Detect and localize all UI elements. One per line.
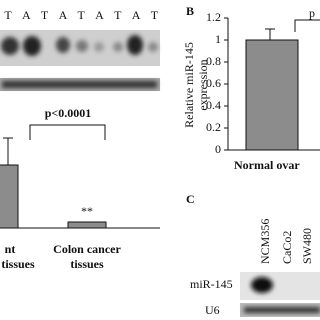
x-tick-label: Normal ovar — [234, 158, 300, 172]
lane-label: NCM356 — [258, 219, 272, 264]
category: tissues — [1, 257, 35, 271]
row-label: miR-145 — [190, 277, 233, 291]
y-tick-label: 1 — [215, 32, 221, 46]
y-label: Relative miR-145 expression — [182, 42, 210, 128]
panel-label: B — [186, 4, 194, 18]
category: nt — [5, 242, 16, 256]
y-tick-label: 0 — [215, 142, 221, 156]
lane-label: SW480 — [300, 228, 314, 264]
annotation: p — [309, 6, 315, 20]
significance: ** — [81, 204, 93, 218]
category: Colon cancer — [53, 242, 121, 256]
lane-letter: T — [4, 8, 12, 22]
row-label: U6 — [205, 303, 220, 317]
bar — [245, 39, 299, 151]
lane-letter: A — [132, 8, 141, 22]
lane-label: CaCo2 — [280, 231, 294, 264]
panel-label: C — [186, 192, 195, 206]
u6-bands — [244, 307, 320, 313]
lane-letter: T — [41, 8, 49, 22]
lane-letter: T — [78, 8, 86, 22]
bracket — [29, 124, 106, 140]
y-tick-label: 0.2 — [206, 120, 221, 134]
lane-letter: T — [114, 8, 122, 22]
lane-letter: A — [22, 8, 31, 22]
y-tick-label: 1.2 — [206, 10, 221, 24]
y-tick-label: 0.6 — [206, 76, 221, 90]
u6-bands — [2, 81, 157, 88]
category: tissues — [70, 257, 104, 271]
bracket — [294, 19, 320, 32]
lane-letter: A — [95, 8, 104, 22]
p-value: p<0.0001 — [45, 106, 92, 120]
bar — [67, 221, 107, 229]
y-tick-label: 0.8 — [206, 54, 221, 68]
blot-bands — [251, 277, 273, 293]
lane-letter: A — [59, 8, 68, 22]
y-tick-label: 0.4 — [206, 98, 221, 112]
y-label-line: expression — [196, 59, 210, 110]
bar — [0, 164, 19, 229]
blot-bands — [1, 35, 158, 56]
y-label-line: Relative miR-145 — [182, 42, 196, 128]
lane-letter: T — [151, 8, 159, 22]
